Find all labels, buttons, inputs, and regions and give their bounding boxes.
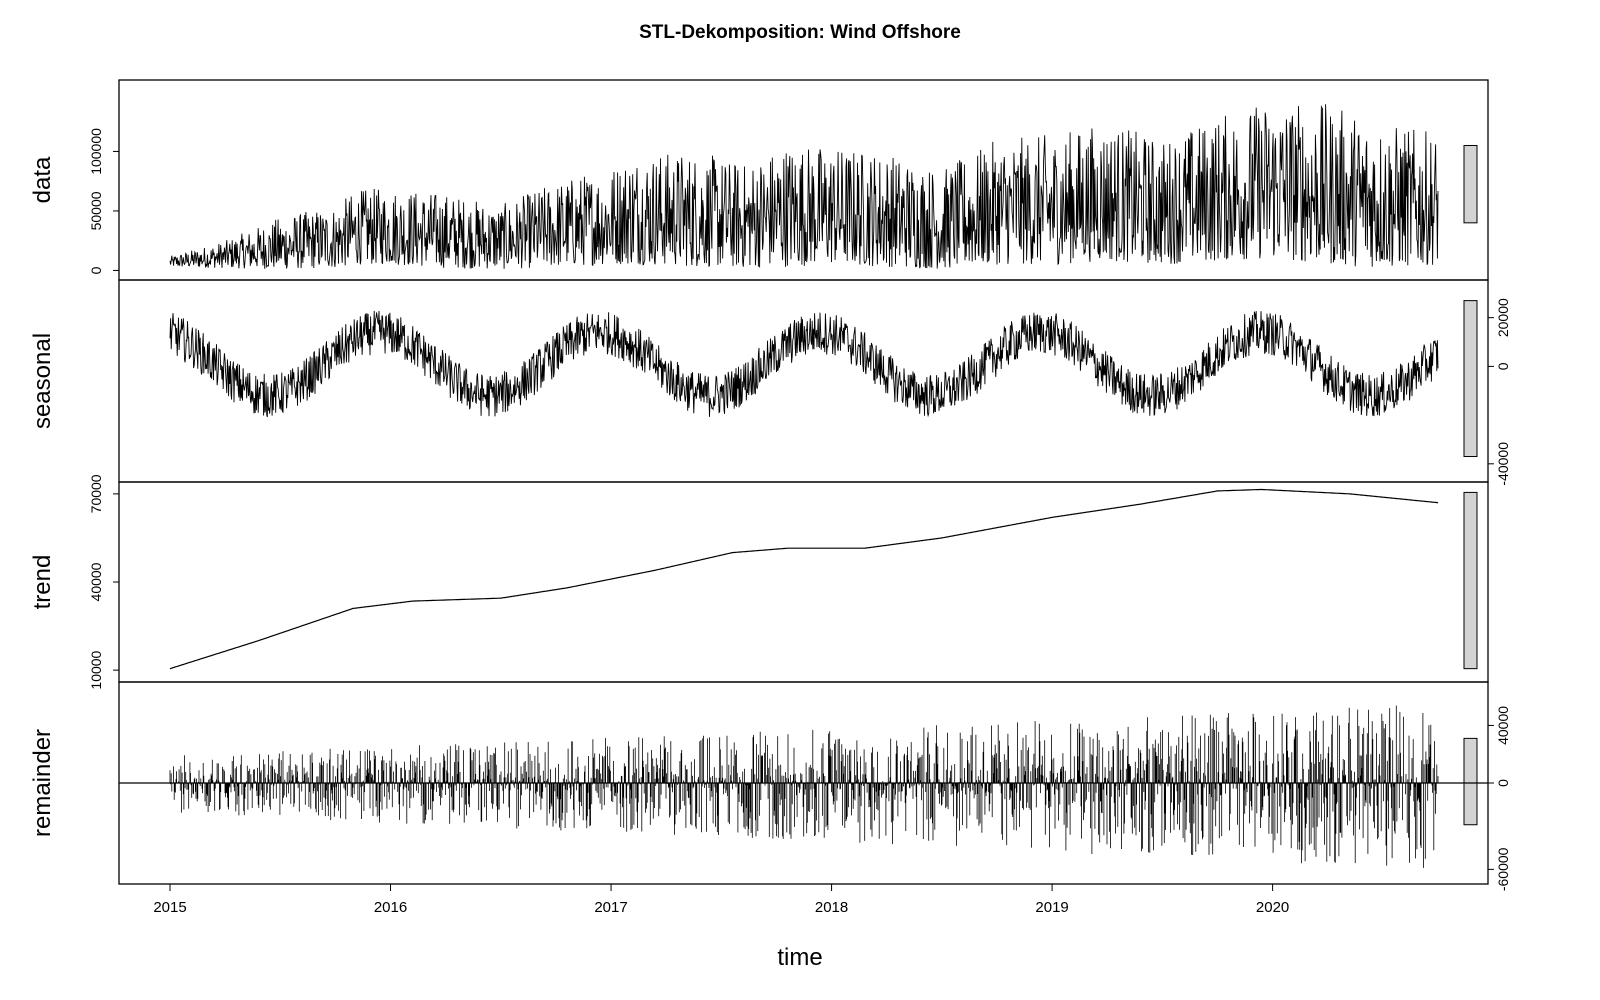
y-tick-label: 40000 bbox=[1495, 706, 1511, 745]
y-tick-label: 70000 bbox=[88, 474, 104, 513]
series-line bbox=[169, 310, 1439, 418]
panels-group: data050000100000seasonal-40000020000tren… bbox=[29, 79, 1511, 891]
y-tick-label: 100000 bbox=[88, 128, 104, 175]
x-tick-label: 2015 bbox=[153, 899, 186, 916]
panel-remainder: remainder -60000 0 40000 bbox=[29, 681, 1511, 891]
chart-title: STL-Dekomposition: Wind Offshore bbox=[639, 22, 961, 43]
x-tick-label: 2019 bbox=[1035, 899, 1068, 916]
x-tick-label: 2018 bbox=[815, 899, 848, 916]
panel-ylabel: data bbox=[29, 156, 56, 203]
x-axis: 2015 2016 2017 2018 2019 2020 bbox=[153, 884, 1289, 916]
y-tick-label: 50000 bbox=[88, 191, 104, 230]
x-tick-label: 2017 bbox=[594, 899, 627, 916]
y-tick-label: 10000 bbox=[88, 650, 104, 689]
series-line bbox=[169, 488, 1439, 670]
panel-trend: trend 10000 40000 70000 bbox=[29, 474, 1489, 690]
panel-ylabel: remainder bbox=[29, 729, 56, 837]
series-line bbox=[169, 104, 1439, 269]
y-tick-label: 40000 bbox=[88, 562, 104, 601]
y-tick-label: 0 bbox=[1495, 362, 1511, 370]
panel-frame bbox=[118, 279, 1489, 483]
y-tick-label: 0 bbox=[1495, 779, 1511, 787]
x-axis-label: time bbox=[777, 944, 822, 971]
range-bar bbox=[1463, 491, 1478, 670]
panel-seasonal: seasonal -40000 0 20000 bbox=[29, 279, 1511, 486]
panel-ylabel: seasonal bbox=[29, 333, 56, 429]
range-bar bbox=[1463, 737, 1478, 826]
y-tick-label: 0 bbox=[88, 266, 104, 274]
x-tick-label: 2016 bbox=[374, 899, 407, 916]
range-bar bbox=[1463, 144, 1478, 224]
panel-ylabel: trend bbox=[29, 555, 56, 610]
y-tick-label: -60000 bbox=[1495, 847, 1511, 891]
panel-data: data 0 50000 100000 bbox=[29, 79, 1489, 281]
y-tick-label: 20000 bbox=[1495, 298, 1511, 337]
range-bar bbox=[1463, 300, 1478, 458]
series-bars bbox=[169, 705, 1439, 868]
x-tick-label: 2020 bbox=[1256, 899, 1289, 916]
y-tick-label: -40000 bbox=[1495, 442, 1511, 486]
panel-frame bbox=[118, 481, 1489, 683]
panel-frame bbox=[118, 79, 1489, 281]
